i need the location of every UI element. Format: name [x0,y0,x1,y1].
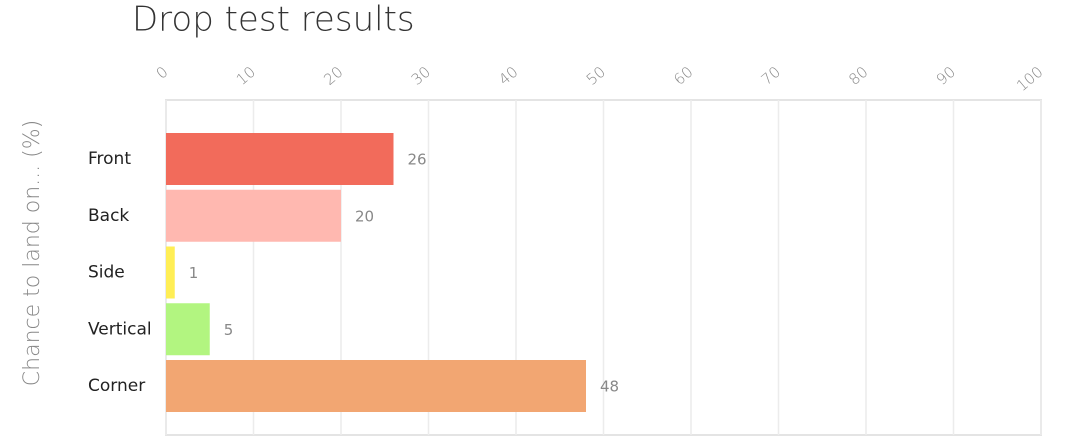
bar [166,303,210,356]
y-tick-label: Side [88,263,125,283]
x-tick-label: 60 [670,63,696,89]
value-label: 26 [408,151,427,169]
y-axis-title: Chance to land on... (%) [20,120,45,386]
x-tick-label: 100 [1013,63,1047,95]
x-tick-label: 20 [320,63,346,89]
y-tick-label: Vertical [88,319,152,339]
chart-title: Drop test results [132,0,415,40]
x-tick-label: 40 [495,63,521,89]
value-label: 48 [600,378,619,396]
x-tick-label: 10 [233,63,259,89]
value-label: 1 [189,264,199,282]
bar [166,189,341,242]
bar [166,246,175,299]
value-label: 5 [224,321,234,339]
y-tick-label: Front [88,149,131,169]
bar [166,133,394,185]
x-tick-label: 80 [845,63,871,89]
x-tick-label: 0 [153,63,172,83]
y-tick-label: Corner [88,376,145,396]
value-label: 20 [355,207,374,225]
x-tick-label: 30 [408,63,434,89]
bar [166,360,586,412]
x-tick-label: 70 [758,63,784,89]
x-tick-label: 90 [933,63,959,89]
y-tick-label: Back [88,206,129,226]
x-tick-label: 50 [583,63,609,89]
